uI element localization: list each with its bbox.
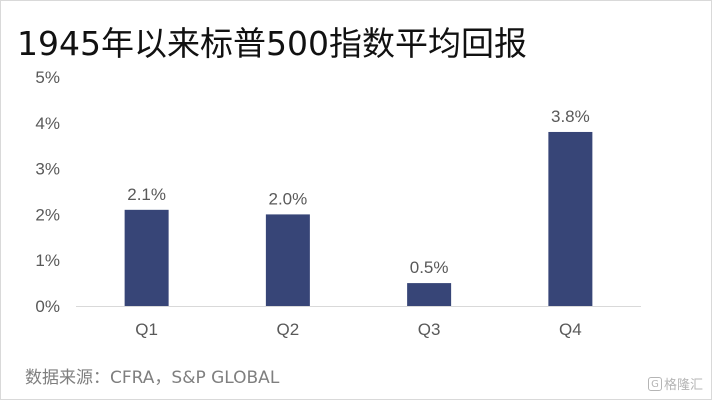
source-note: 数据来源：CFRA，S&P GLOBAL [25, 368, 280, 388]
y-tick-label: 0% [35, 297, 60, 316]
watermark: G 格隆汇 [647, 374, 703, 393]
data-label: 0.5% [410, 258, 449, 277]
x-tick-label: Q4 [559, 320, 582, 339]
bar [124, 209, 169, 306]
x-tick-label: Q1 [135, 320, 158, 339]
y-tick-label: 1% [35, 251, 60, 270]
bar [407, 283, 452, 306]
y-tick-label: 4% [35, 114, 60, 133]
bar [548, 131, 593, 306]
y-tick-label: 5% [35, 68, 60, 87]
g-logo-icon: G [647, 376, 662, 391]
data-label: 3.8% [551, 107, 590, 126]
y-tick-label: 2% [35, 205, 60, 224]
x-tick-label: Q3 [418, 320, 441, 339]
data-label: 2.0% [269, 189, 308, 208]
x-tick-label: Q2 [277, 320, 300, 339]
watermark-text: 格隆汇 [663, 378, 703, 393]
data-label: 2.1% [127, 185, 166, 204]
bar [265, 214, 310, 306]
chart-title: 1945年以来标普500指数平均回报 [17, 24, 527, 63]
y-tick-label: 3% [35, 160, 60, 179]
